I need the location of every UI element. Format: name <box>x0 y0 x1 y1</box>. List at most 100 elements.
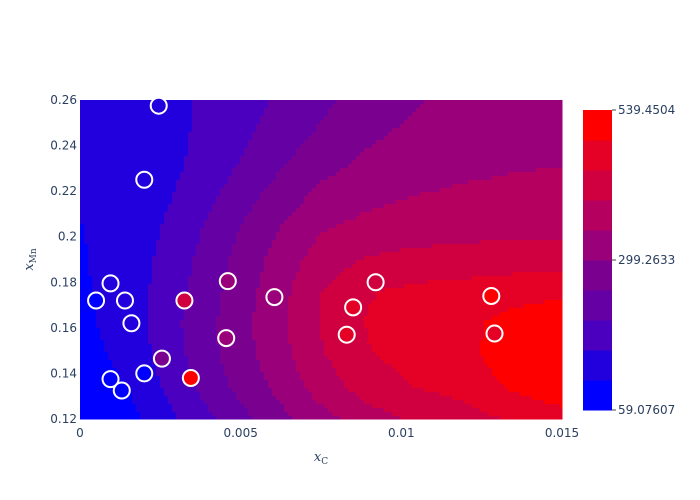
contour-band-6 <box>384 204 563 209</box>
contour-band-2 <box>192 124 257 129</box>
contour-fill <box>80 100 563 420</box>
contour-band-4 <box>248 412 289 417</box>
contour-band-3 <box>228 176 277 181</box>
contour-band-0 <box>80 348 105 353</box>
contour-band-1 <box>80 164 185 169</box>
contour-band-5 <box>320 180 469 185</box>
contour-band-3 <box>268 104 333 109</box>
contour-band-5 <box>356 156 563 161</box>
contour-band-4 <box>260 192 309 197</box>
contour-band-1 <box>96 324 149 329</box>
contour-band-6 <box>304 380 345 385</box>
contour-band-9 <box>524 304 563 309</box>
contour-band-6 <box>440 188 563 193</box>
contour-band-1 <box>80 132 189 137</box>
contour-band-7 <box>332 360 385 365</box>
contour-band-2 <box>152 360 189 365</box>
contour-band-0 <box>80 388 129 393</box>
y-tick-label: 0.12 <box>50 412 77 426</box>
contour-band-0 <box>80 300 93 305</box>
contour-band-4 <box>228 260 265 265</box>
contour-band-6 <box>396 200 563 205</box>
contour-band-4 <box>260 196 305 201</box>
contour-band-2 <box>160 236 201 241</box>
contour-band-4 <box>336 100 425 105</box>
contour-band-0 <box>80 244 89 249</box>
x-axis-title: xC <box>314 450 328 467</box>
contour-band-2 <box>180 176 229 181</box>
contour-band-4 <box>252 416 293 420</box>
contour-band-5 <box>256 308 289 313</box>
contour-band-3 <box>196 248 233 253</box>
contour-band-4 <box>220 292 257 297</box>
contour-band-6 <box>304 384 345 389</box>
contour-band-4 <box>236 232 277 237</box>
contour-band-1 <box>84 224 161 229</box>
contour-band-6 <box>320 232 563 237</box>
contour-band-8 <box>372 348 481 353</box>
contour-band-6 <box>288 296 321 301</box>
contour-band-6 <box>312 396 361 401</box>
contour-band-0 <box>80 356 109 361</box>
contour-band-7 <box>324 288 385 293</box>
contour-band-3 <box>200 392 237 397</box>
contour-band-8 <box>464 400 545 405</box>
contour-band-2 <box>192 104 269 109</box>
contour-band-2 <box>188 132 253 137</box>
contour-band-1 <box>108 356 153 361</box>
contour-band-5 <box>288 412 333 417</box>
contour-band-1 <box>80 168 185 173</box>
contour-band-6 <box>288 312 321 317</box>
colorbar-band-9 <box>583 110 612 141</box>
contour-band-4 <box>228 268 265 273</box>
contour-band-9 <box>484 336 563 341</box>
contour-band-0 <box>80 344 105 349</box>
contour-band-8 <box>428 280 563 285</box>
contour-band-7 <box>320 312 369 317</box>
contour-band-6 <box>292 356 329 361</box>
contour-band-5 <box>296 208 373 213</box>
contour-band-2 <box>152 272 193 277</box>
contour-band-6 <box>288 328 321 333</box>
contour-band-1 <box>92 288 149 293</box>
contour-band-5 <box>412 112 563 117</box>
contour-band-6 <box>292 280 333 285</box>
contour-band-7 <box>380 252 563 257</box>
contour-band-6 <box>360 212 563 217</box>
contour-band-2 <box>168 396 201 401</box>
contour-band-3 <box>184 312 221 317</box>
y-tick-label: 0.18 <box>50 275 77 289</box>
contour-band-4 <box>256 200 305 205</box>
contour-band-7 <box>392 412 489 417</box>
contour-band-6 <box>292 348 325 353</box>
contour-band-7 <box>356 392 441 397</box>
contour-band-6 <box>300 376 341 381</box>
contour-band-3 <box>212 204 253 209</box>
contour-band-1 <box>108 352 153 357</box>
contour-band-4 <box>220 312 253 317</box>
contour-band-2 <box>152 260 193 265</box>
contour-band-8 <box>376 352 481 357</box>
contour-band-3 <box>196 244 233 249</box>
contour-band-6 <box>340 416 401 420</box>
contour-band-6 <box>468 180 563 185</box>
contour-band-1 <box>80 160 185 165</box>
contour-band-2 <box>188 152 245 157</box>
contour-band-4 <box>216 340 257 345</box>
contour-band-2 <box>184 168 233 173</box>
contour-band-5 <box>304 200 397 205</box>
contour-band-4 <box>220 352 257 357</box>
contour-band-0 <box>80 276 93 281</box>
contour-band-0 <box>80 340 105 345</box>
contour-band-3 <box>244 148 297 153</box>
contour-band-5 <box>272 240 317 245</box>
colorbar-band-3 <box>583 290 612 321</box>
data-point-16 <box>344 298 363 317</box>
contour-band-5 <box>260 272 297 277</box>
contour-band-1 <box>88 260 153 265</box>
contour-band-3 <box>192 260 229 265</box>
contour-band-2 <box>148 304 185 309</box>
contour-band-8 <box>372 344 481 349</box>
contour-band-3 <box>200 232 237 237</box>
contour-band-0 <box>80 416 141 420</box>
